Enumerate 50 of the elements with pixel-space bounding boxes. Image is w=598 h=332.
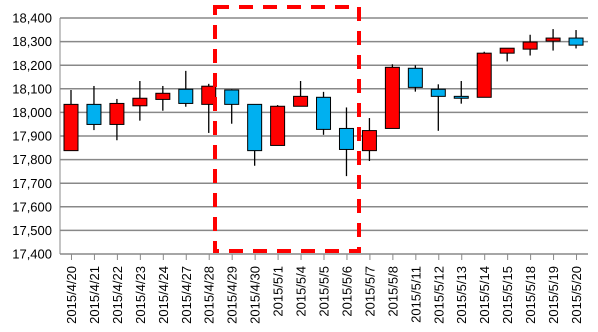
x-tick-label: 2015/4/22: [110, 266, 125, 324]
candlestick: [132, 80, 148, 122]
x-tick-label: 2015/4/30: [248, 266, 263, 324]
y-tick-label: 18,400: [12, 10, 52, 26]
y-tick-label: 17,800: [12, 152, 52, 168]
y-tick-label: 18,300: [12, 34, 52, 50]
x-tick-label: 2015/5/1: [270, 266, 286, 317]
candlestick: [500, 48, 515, 62]
candlestick: [201, 83, 216, 134]
x-tick-label: 2015/4/29: [224, 266, 240, 324]
y-tick-label: 18,000: [12, 105, 52, 120]
y-tick-label: 18,100: [12, 81, 52, 96]
candlestick: [224, 88, 240, 124]
y-tick-label: 17,700: [12, 176, 52, 191]
x-tick-label: 2015/4/21: [86, 266, 102, 324]
candlestick: [293, 80, 308, 107]
x-tick-label: 2015/5/20: [569, 266, 584, 324]
candlestick: [155, 85, 170, 112]
x-tick-label: 2015/4/20: [64, 266, 79, 324]
candlestick: [408, 64, 423, 92]
x-tick-label: 2015/4/23: [132, 266, 148, 324]
candlestick: [338, 106, 354, 177]
x-tick-label: 2015/5/18: [523, 266, 538, 324]
candlestick: [546, 28, 561, 52]
candlestick: [362, 117, 377, 162]
x-tick-label: 2015/5/4: [294, 266, 309, 317]
x-tick-label: 2015/5/13: [454, 266, 470, 324]
y-tick-label: 17,400: [12, 246, 52, 262]
x-tick-label: 2015/5/6: [339, 266, 354, 317]
x-tick-label: 2015/4/24: [156, 266, 171, 324]
y-tick-label: 18,200: [12, 58, 52, 73]
candlestick: [568, 29, 584, 50]
candlestick: [522, 34, 538, 56]
x-tick-label: 2015/5/8: [385, 266, 400, 317]
x-tick-label: 2015/5/19: [546, 266, 562, 324]
y-tick-label: 17,500: [12, 223, 52, 238]
x-tick-label: 2015/5/12: [431, 266, 446, 324]
y-tick-label: 17,600: [12, 199, 52, 214]
x-tick-label: 2015/4/27: [178, 266, 194, 324]
candlestick: [109, 98, 124, 141]
x-tick-label: 2015/5/14: [477, 266, 492, 324]
candlestick: [86, 85, 102, 131]
y-tick-label: 17,900: [12, 128, 52, 144]
x-tick-label: 2015/5/15: [500, 266, 516, 324]
x-tick-label: 2015/5/7: [362, 266, 378, 317]
x-tick-label: 2015/4/28: [202, 266, 217, 324]
x-tick-label: 2015/5/5: [316, 266, 332, 317]
candlestick: [430, 84, 446, 132]
candlestick: [178, 70, 194, 108]
x-tick-label: 2015/5/11: [408, 266, 424, 323]
